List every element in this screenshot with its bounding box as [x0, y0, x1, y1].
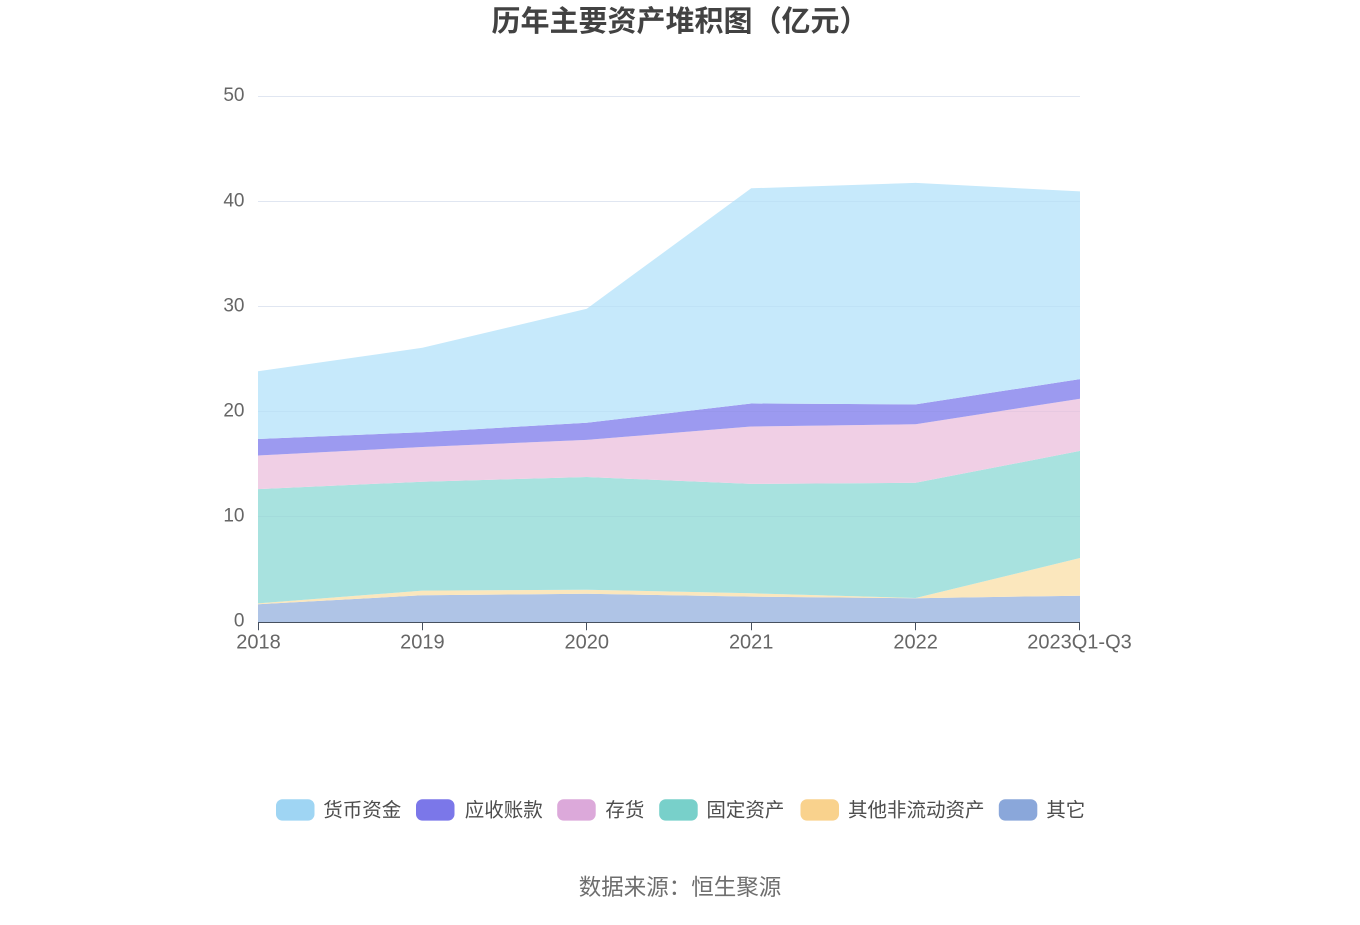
svg-text:历年主要资产堆积图（亿元）: 历年主要资产堆积图（亿元） — [491, 5, 868, 38]
svg-text:40: 40 — [223, 190, 244, 211]
svg-text:应收账款: 应收账款 — [465, 800, 543, 822]
svg-text:2019: 2019 — [400, 632, 445, 654]
svg-text:其它: 其它 — [1046, 800, 1085, 822]
svg-text:2020: 2020 — [565, 632, 610, 654]
svg-text:2021: 2021 — [729, 632, 774, 654]
svg-text:10: 10 — [223, 506, 244, 527]
svg-text:20: 20 — [223, 401, 244, 422]
svg-text:30: 30 — [223, 295, 244, 316]
svg-text:0: 0 — [234, 611, 245, 632]
svg-text:存货: 存货 — [605, 800, 644, 822]
svg-text:2022: 2022 — [893, 632, 938, 654]
svg-text:其他非流动资产: 其他非流动资产 — [848, 800, 985, 822]
svg-text:50: 50 — [223, 85, 244, 106]
svg-text:货币资金: 货币资金 — [323, 800, 401, 822]
svg-text:固定资产: 固定资产 — [706, 800, 784, 822]
svg-text:2018: 2018 — [236, 632, 281, 654]
svg-text:2023Q1-Q3: 2023Q1-Q3 — [1027, 632, 1132, 654]
svg-text:数据来源：恒生聚源: 数据来源：恒生聚源 — [579, 875, 782, 900]
